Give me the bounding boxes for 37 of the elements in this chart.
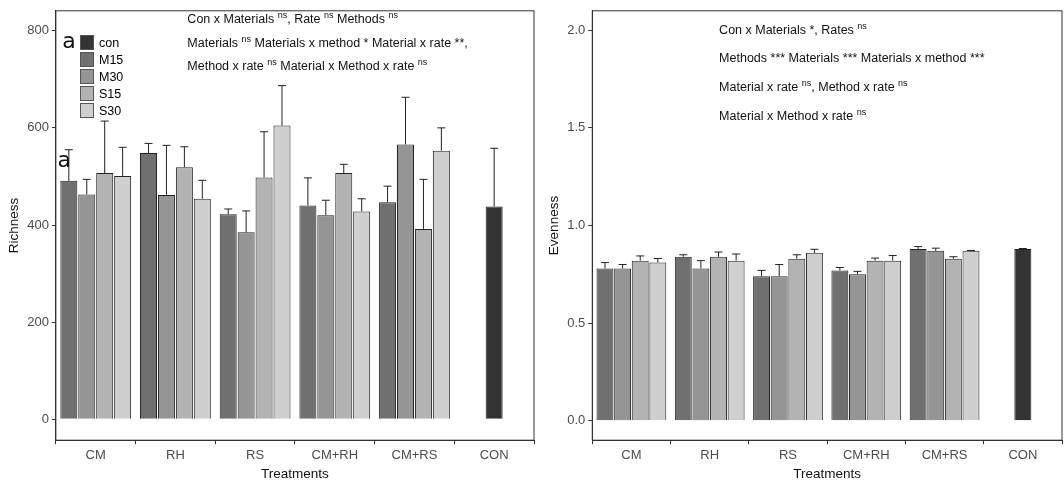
x-axis-title: Treatments — [793, 465, 862, 481]
y-tick-label: 1.0 — [567, 217, 586, 233]
x-tick-label: CM+RH — [311, 446, 359, 462]
x-tick-label: CM — [621, 446, 642, 462]
x-tick-label: RH — [166, 446, 185, 462]
x-tick-label: RH — [700, 446, 720, 462]
y-tick-label: 0.5 — [567, 314, 586, 330]
x-tick-label: CM+RH — [842, 446, 890, 462]
annotation: Material x Method x rate ns — [719, 106, 867, 123]
annotation: Materials ns Materials x method * Material x rate **, — [187, 33, 468, 50]
annotation: Methods *** Materials *** Materials x method *** — [719, 51, 985, 66]
y-tick-label: 1.5 — [567, 119, 586, 135]
x-tick-label: RS — [778, 446, 798, 462]
legend-label: S15 — [99, 86, 122, 101]
legend-label: con — [99, 35, 120, 50]
x-tick-label: RS — [246, 446, 265, 462]
y-tick-label: 0.0 — [567, 412, 586, 428]
y-axis-title: Richness — [5, 197, 21, 254]
x-tick-label: CM+RS — [391, 446, 438, 462]
x-tick-label: CM — [85, 446, 106, 462]
legend-label: M30 — [99, 69, 124, 84]
y-tick-label: 400 — [27, 216, 49, 232]
annotation: Method x rate ns Material x Method x rate ns — [187, 57, 428, 74]
y-tick-label: 0 — [41, 410, 49, 426]
x-tick-label: CON — [479, 446, 509, 462]
x-axis-title: Treatments — [261, 465, 330, 481]
x-tick-label: CON — [1008, 446, 1038, 462]
annotation: a — [62, 27, 76, 53]
y-axis-title: Evenness — [545, 195, 561, 256]
y-tick-label: 200 — [27, 313, 49, 329]
y-tick-label: 600 — [27, 119, 49, 135]
legend-label: S30 — [99, 103, 122, 118]
y-tick-label: 800 — [27, 22, 49, 38]
x-tick-label: CM+RS — [921, 446, 968, 462]
annotation: Con x Materials *, Rates ns — [719, 20, 868, 37]
legend-label: M15 — [99, 52, 124, 67]
y-tick-label: 2.0 — [567, 21, 586, 37]
